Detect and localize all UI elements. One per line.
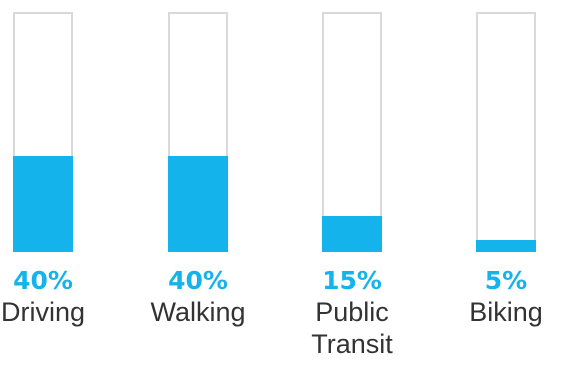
category-label-biking: Biking (469, 297, 543, 327)
bar-label-group-walking: 40% Walking (118, 266, 278, 328)
category-label-public-transit-line-2: Transit (311, 329, 393, 359)
bar-track-driving (13, 12, 73, 252)
value-label-walking: 40% (168, 266, 228, 295)
category-label-walking: Walking (150, 297, 246, 327)
value-label-driving: 40% (13, 266, 73, 295)
bar-label-group-driving: 40% Driving (0, 266, 123, 328)
value-label-public-transit: 15% (322, 266, 382, 295)
bar-track-public-transit (322, 12, 382, 252)
value-label-biking: 5% (484, 266, 528, 295)
bar-label-group-biking: 5% Biking (426, 266, 561, 328)
bar-track-biking (476, 12, 536, 252)
bar-fill-public-transit (322, 216, 382, 252)
bar-fill-biking (476, 240, 536, 252)
category-label-public-transit-line-1: Public (315, 297, 389, 327)
bar-track-walking (168, 12, 228, 252)
bar-fill-walking (168, 156, 228, 252)
bar-label-group-public-transit: 15% Public Transit (272, 266, 432, 360)
bar-fill-driving (13, 156, 73, 252)
category-label-driving: Driving (0, 297, 86, 327)
